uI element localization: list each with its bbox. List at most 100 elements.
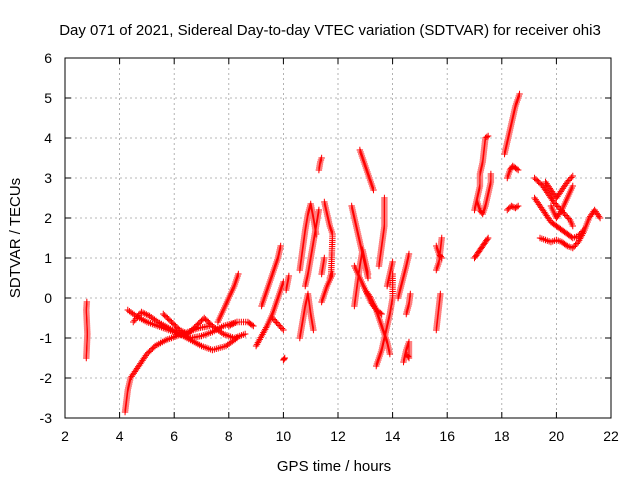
data-point: [536, 180, 544, 187]
x-tick-label: 6: [170, 428, 178, 444]
data-point: [569, 244, 576, 252]
data-point: [553, 201, 560, 209]
data-point: [483, 133, 490, 141]
data-point: [164, 314, 171, 322]
data-point: [532, 176, 540, 183]
data-point: [161, 312, 168, 319]
data-point: [513, 165, 521, 173]
plot-frame: [64, 57, 612, 419]
data-point: [407, 290, 414, 298]
data-point: [310, 326, 317, 334]
data-point: [405, 250, 413, 258]
y-tick-label: 2: [44, 210, 52, 226]
y-tick-label: 3: [44, 170, 52, 186]
data-point: [569, 222, 576, 230]
chart-title: Day 071 of 2021, Sidereal Day-to-day VTE…: [59, 22, 601, 39]
data-point: [241, 330, 249, 338]
x-tick-label: 4: [116, 428, 124, 444]
data-point: [505, 205, 512, 212]
data-point: [504, 206, 511, 214]
data-point: [280, 326, 287, 334]
data-point: [437, 290, 444, 298]
data-point: [201, 314, 208, 322]
data-point: [570, 243, 578, 250]
data-point: [484, 132, 492, 140]
data-point: [554, 203, 561, 210]
data-point: [438, 234, 445, 242]
y-axis-title: SDTVAR / TECUs: [7, 178, 24, 298]
y-tick-label: 1: [44, 250, 52, 266]
data-point: [169, 320, 177, 327]
data-point: [561, 210, 568, 218]
data-point: [270, 316, 278, 323]
data-point: [514, 166, 522, 174]
data-point: [381, 194, 388, 202]
data-point: [572, 241, 579, 249]
x-tick-label: 2: [61, 428, 69, 444]
data-point: [531, 174, 538, 182]
data-point: [277, 323, 284, 331]
data-point: [534, 177, 541, 184]
x-tick-label: 14: [385, 428, 401, 444]
data-point: [280, 355, 288, 363]
data-point: [186, 329, 193, 336]
x-tick-label: 10: [276, 428, 292, 444]
data-point: [484, 236, 491, 243]
x-tick-label: 8: [225, 428, 233, 444]
data-point: [569, 182, 576, 190]
data-points: [83, 90, 604, 416]
data-point: [437, 253, 445, 260]
data-point: [172, 322, 179, 330]
data-point: [564, 178, 571, 186]
data-point: [557, 208, 564, 215]
data-point: [484, 234, 492, 242]
data-point: [235, 270, 242, 278]
data-point: [162, 313, 170, 320]
data-point: [568, 174, 575, 181]
data-point: [248, 321, 256, 329]
data-point: [569, 172, 576, 180]
data-point: [551, 200, 559, 207]
data-point: [285, 272, 293, 280]
x-tick-label: 16: [439, 428, 455, 444]
data-point: [438, 254, 445, 262]
data-point: [596, 214, 604, 222]
data-point: [277, 242, 284, 250]
data-point: [203, 317, 211, 324]
data-point: [160, 310, 167, 318]
data-point: [514, 202, 522, 210]
data-point: [321, 254, 328, 262]
data-point: [274, 320, 282, 328]
data-point: [516, 90, 523, 98]
data-point: [165, 316, 172, 323]
data-point: [386, 350, 394, 358]
data-point: [171, 321, 178, 328]
data-point: [149, 345, 156, 352]
data-point: [166, 317, 174, 324]
data-point: [191, 324, 198, 331]
data-point: [190, 325, 197, 332]
data-point: [370, 186, 377, 194]
data-point: [205, 318, 212, 326]
x-axis-title: GPS time / hours: [277, 458, 391, 475]
data-point: [188, 326, 196, 334]
data-point: [276, 322, 283, 329]
data-point: [269, 314, 276, 322]
data-point: [508, 202, 515, 210]
data-point: [281, 354, 288, 362]
data-point: [562, 212, 570, 219]
data-point: [565, 177, 572, 184]
data-point: [403, 350, 410, 358]
data-point: [273, 319, 280, 326]
grid-lines: [65, 58, 611, 418]
data-point: [143, 350, 151, 358]
data-point: [535, 178, 542, 186]
data-point: [218, 329, 225, 337]
data-point: [147, 346, 155, 354]
data-point: [565, 215, 572, 222]
y-tick-label: 4: [44, 130, 52, 146]
x-tick-label: 20: [549, 428, 565, 444]
y-tick-label: -3: [40, 410, 53, 426]
